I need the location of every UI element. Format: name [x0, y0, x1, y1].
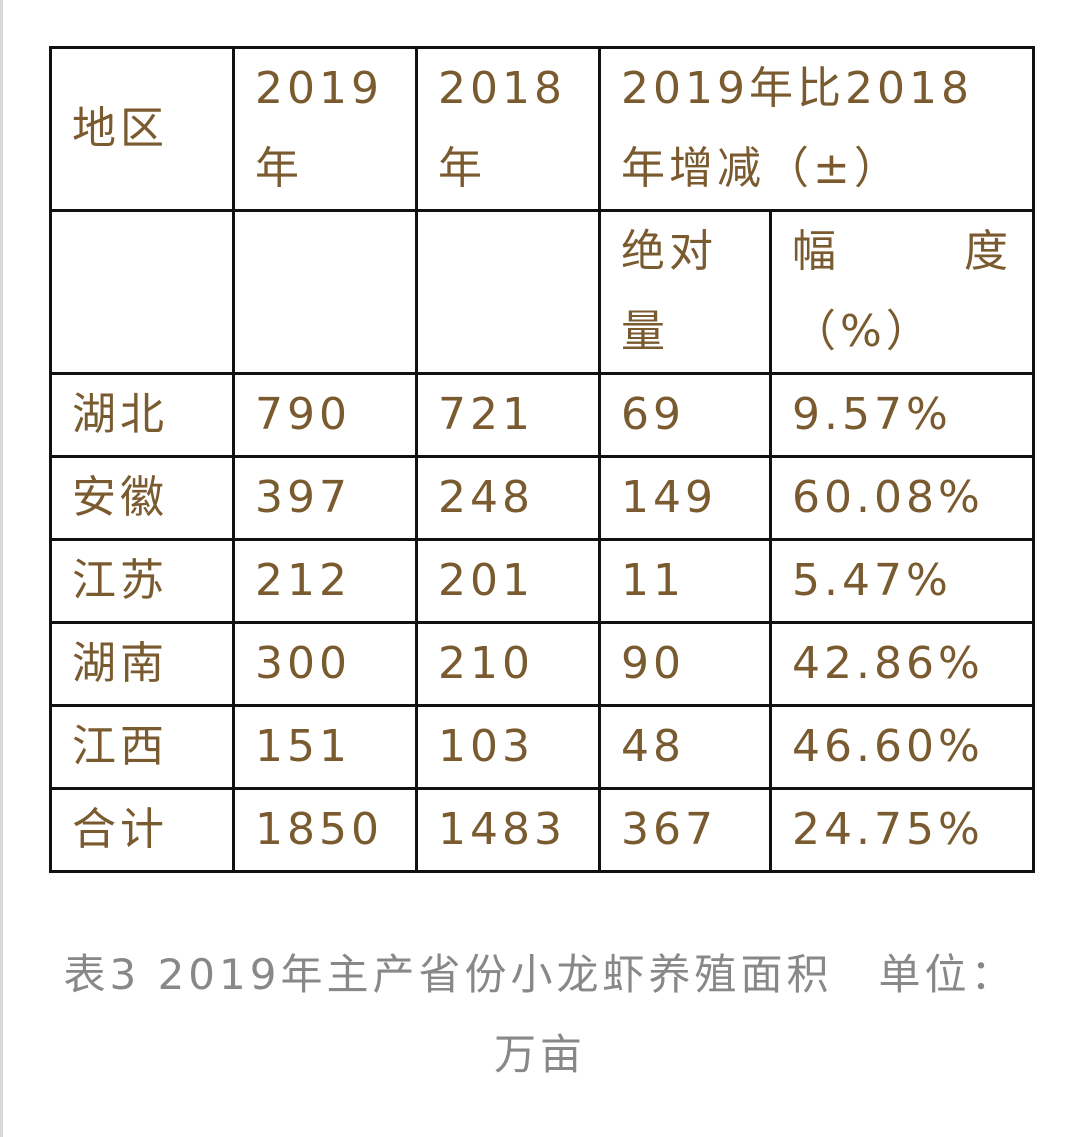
header-2018: 2018年 [415, 46, 601, 212]
table-subheader-row: 绝对量 幅 度 （%） [49, 209, 1036, 375]
cell-2019: 790 [232, 372, 418, 458]
table-row: 江西 151 103 48 46.60% [49, 704, 1036, 790]
table-total-row: 合计 1850 1483 367 24.75% [49, 787, 1036, 873]
table-row: 湖南 300 210 90 42.86% [49, 621, 1036, 707]
cell-region: 安徽 [49, 455, 235, 541]
cell-2018: 1483 [415, 787, 601, 873]
header-rate: 幅 度 （%） [768, 209, 1036, 375]
cell-2018: 103 [415, 704, 601, 790]
table-header-row: 地区 2019年 2018年 2019年比2018年增减（±） [49, 46, 1036, 212]
cell-region: 江苏 [49, 538, 235, 624]
cell-2018: 201 [415, 538, 601, 624]
cell-absolute: 69 [598, 372, 772, 458]
cell-percent: 9.57% [768, 372, 1036, 458]
header-rate-label-2: 度 [964, 226, 1013, 277]
crayfish-area-table: 地区 2019年 2018年 2019年比2018年增减（±） 绝对量 幅 度 … [49, 46, 1036, 873]
table-row: 江苏 212 201 11 5.47% [49, 538, 1036, 624]
header-2019: 2019年 [232, 46, 418, 212]
table-caption: 表3 2019年主产省份小龙虾养殖面积 单位：万亩 [63, 950, 1017, 1079]
cell-2018: 210 [415, 621, 601, 707]
left-edge-line [0, 0, 3, 1137]
cell-2019: 1850 [232, 787, 418, 873]
cell-2019: 151 [232, 704, 418, 790]
cell-absolute: 149 [598, 455, 772, 541]
cell-region: 江西 [49, 704, 235, 790]
cell-region: 湖南 [49, 621, 235, 707]
cell-absolute: 367 [598, 787, 772, 873]
header-region: 地区 [49, 46, 235, 212]
cell-absolute: 90 [598, 621, 772, 707]
cell-percent: 42.86% [768, 621, 1036, 707]
cell-absolute: 11 [598, 538, 772, 624]
cell-2019: 300 [232, 621, 418, 707]
subheader-empty-region [49, 209, 235, 375]
header-absolute: 绝对量 [598, 209, 772, 375]
header-rate-label: 幅 [792, 226, 840, 277]
table-row: 安徽 397 248 149 60.08% [49, 455, 1036, 541]
subheader-empty-2018 [415, 209, 601, 375]
cell-region: 湖北 [49, 372, 235, 458]
table-row: 湖北 790 721 69 9.57% [49, 372, 1036, 458]
header-rate-top: 幅 度 [792, 214, 1013, 293]
cell-2018: 248 [415, 455, 601, 541]
cell-absolute: 48 [598, 704, 772, 790]
cell-percent: 60.08% [768, 455, 1036, 541]
cell-percent: 24.75% [768, 787, 1036, 873]
cell-2019: 212 [232, 538, 418, 624]
cell-percent: 5.47% [768, 538, 1036, 624]
header-rate-unit: （%） [792, 306, 934, 357]
header-change: 2019年比2018年增减（±） [597, 46, 1036, 212]
cell-percent: 46.60% [768, 704, 1036, 790]
subheader-empty-2019 [232, 209, 418, 375]
cell-2019: 397 [232, 455, 418, 541]
cell-2018: 721 [415, 372, 601, 458]
cell-region: 合计 [49, 787, 235, 873]
